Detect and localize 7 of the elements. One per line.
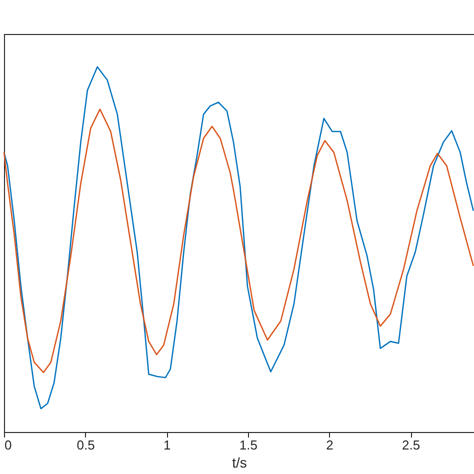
x-tick-label: 2.5 (402, 438, 420, 452)
x-tick-label: 0.5 (76, 438, 95, 452)
x-tick-label: 1.5 (239, 438, 258, 452)
x-tick-label: 1 (164, 438, 171, 452)
x-tick-label: 2 (326, 438, 334, 452)
x-tick-label: 0 (4, 438, 12, 452)
x-axis-title: t/s (232, 454, 247, 470)
